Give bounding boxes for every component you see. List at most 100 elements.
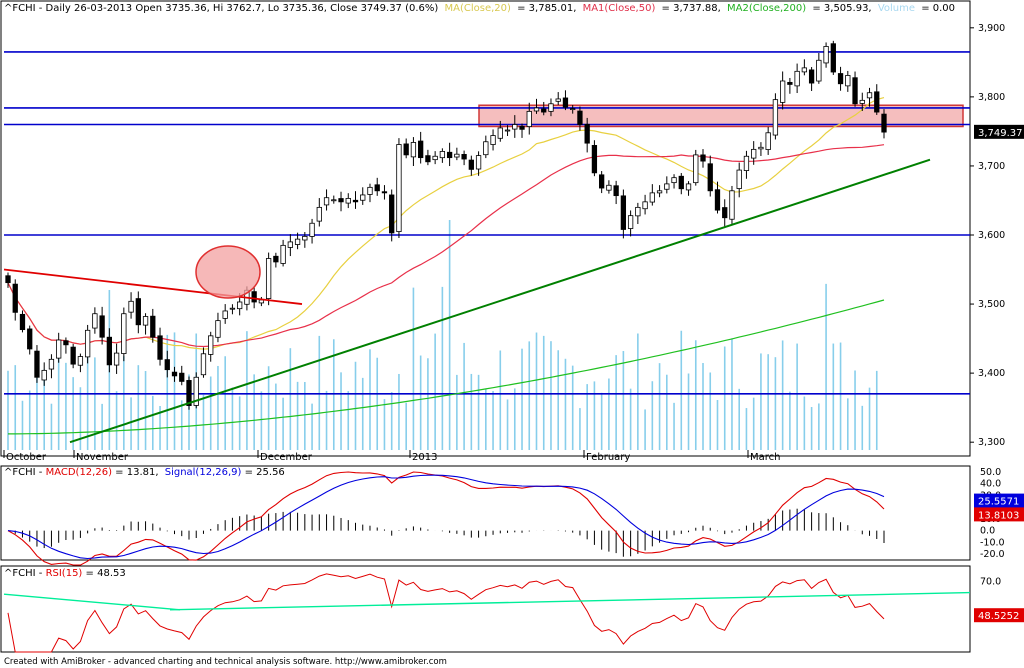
candle-up (743, 155, 750, 171)
candle-down (164, 359, 170, 371)
x-axis-label: February (586, 452, 630, 463)
candle-down (63, 340, 69, 346)
candle-down (678, 175, 684, 190)
candle-up (309, 222, 315, 237)
candle-down (881, 113, 887, 133)
candle-up (84, 329, 91, 358)
ma50-label: MA1(Close,50) (583, 3, 656, 14)
candle-down (852, 77, 858, 105)
uptrend-line (69, 158, 931, 444)
candle-up (780, 80, 786, 103)
candle-down (171, 371, 178, 377)
candlesticks (5, 40, 887, 410)
candle-down (620, 195, 627, 230)
candle-up (736, 169, 742, 189)
candle-up (454, 153, 460, 158)
candle-down (352, 199, 359, 203)
resistance-zone-rect (478, 104, 964, 128)
price-tick-label: 3,700 (978, 161, 1005, 172)
candle-up (570, 108, 576, 111)
candle-up (316, 206, 322, 222)
candle-up (229, 307, 236, 310)
candle-up (497, 127, 503, 139)
rsi-value-label: 48.5252 (978, 611, 1019, 622)
rsi-tick-label: 70.0 (980, 577, 1001, 588)
candle-up (859, 99, 865, 104)
rsi-frame (0, 565, 971, 653)
candle-down (613, 185, 619, 197)
breakout-circle (195, 245, 261, 299)
candle-up (432, 155, 438, 161)
candle-down (34, 350, 40, 378)
macd-frame (0, 465, 971, 561)
candle-up (606, 184, 612, 191)
signal-value-label: 25.5571 (978, 497, 1019, 508)
candle-down (787, 81, 793, 85)
candle-up (729, 190, 735, 220)
price-tick-label: 3,500 (978, 299, 1005, 310)
price-tick-label: 3,900 (978, 23, 1005, 34)
x-axis-label: March (750, 452, 780, 463)
signal-value-tag (974, 493, 1024, 508)
candle-down (837, 73, 844, 85)
macd-value-tag (974, 507, 1024, 522)
candle-up (642, 201, 648, 210)
candle-up (92, 313, 98, 329)
candle-up (208, 335, 214, 355)
candle-up (367, 186, 373, 195)
candle-down (19, 313, 26, 331)
rsi-value-tag (974, 608, 1024, 623)
candle-up (483, 141, 489, 156)
candle-up (526, 110, 532, 128)
ma20-line (7, 97, 885, 350)
x-axis-label: October (6, 452, 47, 463)
macd-tick-label: 0.0 (980, 526, 995, 537)
candle-down (157, 335, 163, 360)
candle-down (135, 298, 141, 326)
price-tick-label: 3,300 (978, 437, 1005, 448)
macd-tick-label: -10.0 (980, 537, 1005, 548)
price-tick-label: 3,600 (978, 230, 1005, 241)
candle-down (446, 151, 453, 159)
candle-up (765, 132, 771, 150)
ma20-value: = 3,785.01, (517, 3, 576, 14)
resistance-zone (478, 104, 964, 128)
rsi-trendline-right (169, 591, 971, 611)
candle-up (816, 59, 822, 82)
candle-down (584, 123, 590, 144)
candle-down (714, 189, 721, 211)
candle-up (801, 67, 808, 73)
candle-down (830, 43, 836, 73)
candle-up (302, 235, 308, 241)
candle-up (294, 238, 301, 245)
candle-down (106, 336, 112, 366)
rsi-header: ^FCHI - RSI(15) = 48.53 (4, 568, 126, 579)
candle-up (345, 197, 351, 204)
macd-tick-label: 50.0 (980, 467, 1001, 478)
signal-value: = 25.56 (245, 467, 285, 478)
candle-up (280, 244, 286, 264)
candle-down (99, 315, 105, 338)
candle-down (179, 372, 185, 382)
candle-down (461, 154, 467, 160)
rsi-header-prefix: ^FCHI - (4, 568, 46, 579)
x-axis-label: December (260, 452, 313, 463)
axes: 3,900 3,800 3,700 3,600 3,500 3,400 3,300 3,749… (3, 23, 1024, 623)
candle-up (475, 155, 482, 170)
candle-up (323, 197, 330, 206)
candle-up (360, 194, 366, 201)
volume-label: Volume (878, 3, 915, 14)
candle-up (512, 124, 518, 130)
candle-up (265, 258, 272, 299)
candle-up (555, 98, 561, 102)
candle-up (396, 144, 402, 232)
candle-down (389, 194, 395, 234)
last-price-tag (974, 124, 1024, 139)
candle-up (794, 70, 800, 87)
candle-up (845, 75, 851, 87)
candle-down (808, 69, 815, 84)
candle-up (866, 92, 873, 99)
volume-bars (7, 220, 878, 450)
candle-up (671, 177, 677, 184)
